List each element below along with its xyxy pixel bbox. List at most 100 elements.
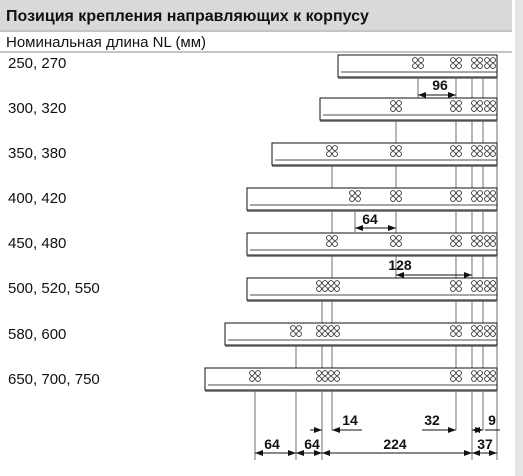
hole	[328, 286, 334, 292]
hole	[456, 151, 462, 157]
hole	[490, 196, 496, 202]
hole	[477, 235, 483, 241]
hole	[349, 196, 355, 202]
hole	[255, 370, 261, 376]
hole	[490, 63, 496, 69]
hole	[334, 286, 340, 292]
hole	[334, 376, 340, 382]
hole	[450, 100, 456, 106]
hole	[484, 57, 490, 63]
hole	[316, 280, 322, 286]
hole	[477, 57, 483, 63]
hole	[490, 370, 496, 376]
dimension-label: 96	[432, 77, 448, 93]
hole	[484, 376, 490, 382]
hole	[450, 235, 456, 241]
hole	[471, 235, 477, 241]
hole	[471, 286, 477, 292]
hole	[490, 325, 496, 331]
hole	[390, 145, 396, 151]
row-label: 250, 270	[8, 55, 66, 72]
hole	[456, 370, 462, 376]
runner	[246, 232, 498, 256]
runner	[246, 187, 498, 211]
hole	[296, 331, 302, 337]
hole	[450, 63, 456, 69]
hole	[490, 57, 496, 63]
dimension-label: 64	[304, 436, 320, 452]
hole	[316, 286, 322, 292]
hole	[316, 331, 322, 337]
hole	[396, 241, 402, 247]
hole	[450, 370, 456, 376]
side-bar	[515, 0, 523, 476]
hole	[490, 190, 496, 196]
hole	[477, 63, 483, 69]
hole	[396, 235, 402, 241]
hole	[326, 241, 332, 247]
hole	[490, 100, 496, 106]
hole	[290, 325, 296, 331]
hole	[484, 106, 490, 112]
hole	[471, 196, 477, 202]
hole	[471, 190, 477, 196]
hole	[477, 286, 483, 292]
hole	[355, 190, 361, 196]
hole	[396, 190, 402, 196]
hole	[471, 106, 477, 112]
dimension-label: 64	[264, 436, 280, 452]
hole	[334, 280, 340, 286]
hole	[326, 235, 332, 241]
hole	[471, 331, 477, 337]
runner	[246, 277, 498, 301]
hole	[396, 106, 402, 112]
hole	[477, 196, 483, 202]
hole	[490, 235, 496, 241]
hole	[477, 145, 483, 151]
dimension-label: 128	[388, 257, 412, 273]
hole	[484, 370, 490, 376]
hole	[490, 280, 496, 286]
hole	[332, 235, 338, 241]
hole	[316, 370, 322, 376]
hole	[456, 325, 462, 331]
hole	[477, 370, 483, 376]
hole	[316, 376, 322, 382]
hole	[450, 196, 456, 202]
hole	[456, 196, 462, 202]
hole	[349, 190, 355, 196]
dimension-label: 9	[488, 412, 496, 428]
hole	[326, 145, 332, 151]
hole	[456, 280, 462, 286]
hole	[328, 331, 334, 337]
hole	[484, 280, 490, 286]
hole	[450, 325, 456, 331]
hole	[316, 325, 322, 331]
hole	[484, 100, 490, 106]
hole	[390, 190, 396, 196]
hole	[490, 376, 496, 382]
hole	[322, 331, 328, 337]
hole	[390, 100, 396, 106]
hole	[471, 145, 477, 151]
hole	[334, 331, 340, 337]
hole	[255, 376, 261, 382]
hole	[450, 376, 456, 382]
row-label: 650, 700, 750	[8, 371, 100, 388]
hole	[249, 370, 255, 376]
dimension-label: 32	[424, 412, 440, 428]
hole	[484, 325, 490, 331]
hole	[484, 235, 490, 241]
hole	[456, 241, 462, 247]
row-label: 500, 520, 550	[8, 280, 100, 297]
hole	[328, 325, 334, 331]
hole	[450, 151, 456, 157]
hole	[450, 241, 456, 247]
hole	[450, 280, 456, 286]
hole	[332, 145, 338, 151]
hole	[390, 241, 396, 247]
runner	[271, 142, 498, 166]
hole	[471, 57, 477, 63]
hole	[471, 370, 477, 376]
hole	[456, 376, 462, 382]
